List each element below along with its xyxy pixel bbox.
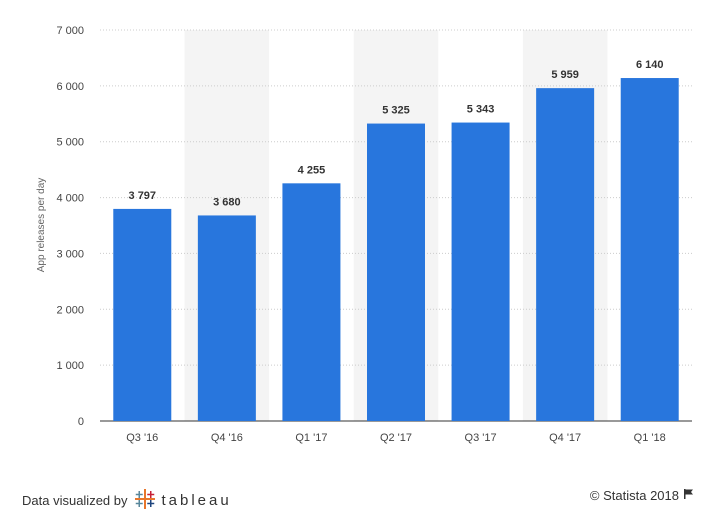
bar — [367, 123, 425, 421]
data-label: 3 680 — [213, 196, 241, 208]
data-label: 3 797 — [129, 190, 157, 202]
y-tick-label: 4 000 — [56, 193, 84, 205]
y-tick-label: 0 — [78, 416, 84, 428]
tableau-wordmark: tableau — [161, 492, 232, 509]
x-tick-label: Q4 '16 — [211, 432, 243, 444]
y-tick-label: 6 000 — [56, 81, 84, 93]
data-label: 5 343 — [467, 104, 495, 116]
data-label: 5 325 — [382, 105, 410, 117]
y-axis-title: App releases per day — [36, 178, 47, 273]
bar-chart: 3 797 3 680 4 255 5 325 5 343 5 959 6 140 Q3 '… — [36, 25, 692, 444]
flag-icon — [683, 488, 695, 503]
data-label: 5 959 — [551, 69, 579, 81]
bar — [113, 208, 172, 421]
x-tick-label: Q4 '17 — [549, 432, 581, 444]
data-credit[interactable]: Data visualized by tableau — [22, 488, 232, 513]
data-labels: 3 797 3 680 4 255 5 325 5 343 5 959 6 140 — [129, 59, 664, 208]
y-tick-label: 1 000 — [56, 360, 84, 372]
footer: Data visualized by tableau © Statista 20… — [0, 488, 711, 512]
y-tick-label: 2 000 — [56, 304, 84, 316]
tableau-logo-icon — [134, 488, 156, 513]
x-tick-label: Q3 '17 — [465, 432, 497, 444]
x-tick-label: Q3 '16 — [126, 432, 158, 444]
x-tick-label: Q2 '17 — [380, 432, 412, 444]
x-axis-tick-labels: Q3 '16 Q4 '16 Q1 '17 Q2 '17 Q3 '17 Q4 '17 Q1 '… — [126, 432, 666, 444]
x-tick-label: Q1 '18 — [634, 432, 666, 444]
copyright-text: © Statista 2018 — [589, 488, 679, 503]
y-tick-label: 7 000 — [56, 25, 84, 37]
y-tick-label: 3 000 — [56, 248, 84, 260]
data-label: 6 140 — [636, 59, 664, 71]
bar — [620, 78, 679, 421]
bar — [282, 183, 341, 421]
data-label: 4 255 — [298, 164, 326, 176]
y-axis-tick-labels: 0 1 000 2 000 3 000 4 000 5 000 6 000 7 000 — [56, 25, 84, 428]
bar — [197, 215, 256, 421]
x-tick-label: Q1 '17 — [295, 432, 327, 444]
y-tick-label: 5 000 — [56, 137, 84, 149]
copyright[interactable]: © Statista 2018 — [590, 488, 695, 503]
bar — [451, 122, 510, 421]
credit-prefix: Data visualized by — [22, 493, 128, 508]
bars — [113, 78, 679, 422]
bar — [536, 88, 595, 422]
